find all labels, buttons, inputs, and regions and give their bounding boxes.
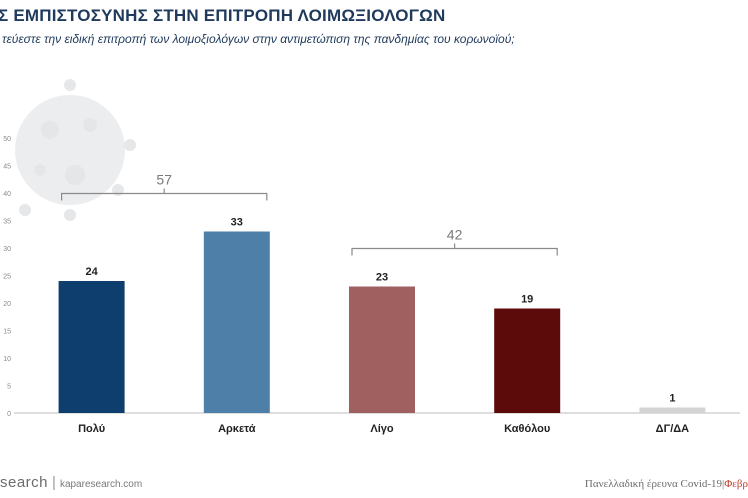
category-label: ΔΓ/ΔΑ [656, 423, 689, 435]
bar-1 [58, 281, 125, 413]
data-label: 1 [669, 393, 675, 405]
y-tick-label: 45 [3, 164, 11, 171]
footer-brand: search | kaparesearch.com [0, 474, 142, 491]
survey-month: Φεβρ [724, 478, 748, 490]
data-label: 23 [376, 272, 388, 284]
y-tick-label: 20 [3, 301, 11, 308]
bar-3 [349, 286, 415, 413]
data-label: 24 [85, 266, 98, 278]
y-tick-label: 35 [3, 219, 11, 226]
footer-url[interactable]: kaparesearch.com [59, 479, 143, 490]
bar-4 [494, 308, 561, 413]
bar-2 [203, 231, 270, 413]
bracket [61, 192, 268, 201]
y-tick-label: 25 [3, 274, 11, 281]
y-tick-label: 0 [7, 411, 11, 418]
category-label: Λίγο [370, 423, 394, 435]
category-label: Αρκετά [218, 423, 256, 435]
footer-survey-separator: | [722, 478, 725, 490]
virus-illustration [15, 79, 136, 221]
bracket-label: 57 [156, 172, 172, 188]
data-label: 19 [521, 294, 533, 306]
y-tick-label: 5 [7, 384, 11, 391]
y-tick-label: 30 [3, 246, 11, 253]
chart-title: Σ ΕΜΠΙΣΤΟΣΥΝΗΣ ΣΤΗΝ ΕΠΙΤΡΟΠΗ ΛΟΙΜΩΞΙΟΛΟΓ… [0, 6, 446, 25]
chart-subtitle: τεύεστε την ειδική επιτροπή των λοιμοξιο… [2, 32, 515, 46]
y-tick-label: 10 [3, 356, 11, 363]
footer-separator: | [52, 474, 56, 491]
y-tick-label: 50 [3, 136, 11, 143]
category-label: Καθόλου [504, 423, 550, 435]
y-tick-label: 40 [3, 191, 11, 198]
bar-5 [639, 407, 706, 413]
category-label: Πολύ [78, 423, 105, 435]
bracket [351, 247, 558, 256]
y-tick-label: 15 [3, 329, 11, 336]
data-label: 33 [231, 217, 243, 229]
bracket-label: 42 [447, 227, 463, 243]
footer-survey: Πανελλαδική έρευνα Covid-19|Φεβρ [585, 478, 748, 490]
brand-name: search [0, 474, 49, 491]
survey-name: Πανελλαδική έρευνα Covid-19 [584, 478, 723, 490]
